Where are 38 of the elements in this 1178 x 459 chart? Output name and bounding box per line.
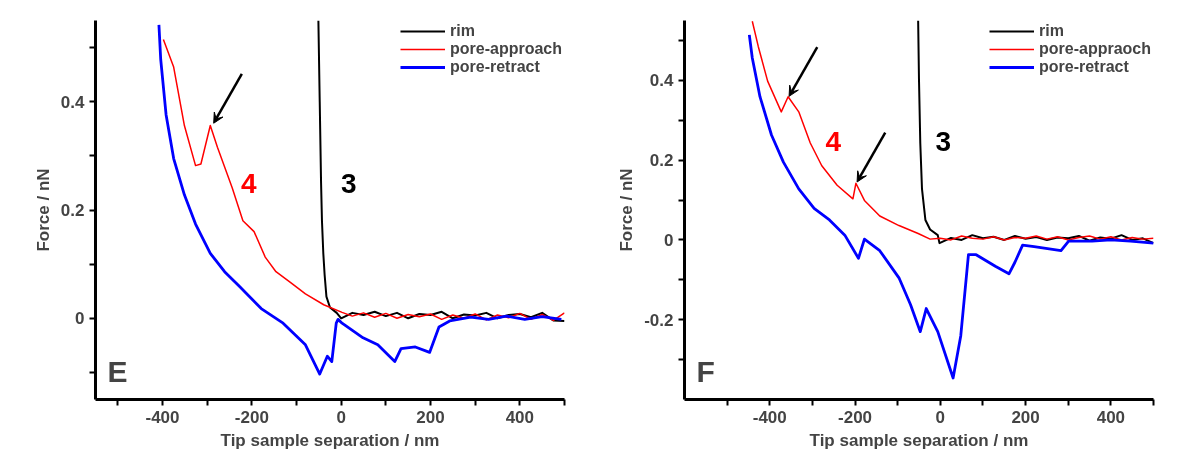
x-axis-title: Tip sample separation / nm [809, 430, 1029, 450]
y-tick-label: 0.4 [60, 92, 86, 112]
y-axis-title: Force / nN [617, 168, 637, 252]
line-series [751, 20, 1154, 241]
x-tick-label: -400 [145, 407, 180, 427]
line-series [157, 23, 563, 376]
legend-label: rim [1038, 22, 1064, 40]
line-series [162, 38, 565, 322]
legend-label: pore-approach [449, 40, 562, 58]
y-tick-label: 0.2 [60, 201, 85, 220]
legend-label: rim [449, 22, 475, 40]
annotation: 4 [241, 167, 258, 199]
annotation: 3 [935, 126, 952, 158]
x-tick-label: 400 [1096, 407, 1126, 427]
legend-label: pore-appraoch [1038, 40, 1151, 58]
annotation: E [107, 354, 128, 388]
line-series [317, 20, 565, 322]
legend-label: pore-retract [449, 58, 540, 76]
y-tick-label: 0 [664, 230, 674, 250]
y-tick-label: -0.2 [644, 310, 674, 330]
annotation: 3 [340, 167, 357, 199]
x-tick-label: -400 [752, 407, 787, 427]
y-tick-label: 0.4 [649, 71, 675, 91]
y-tick-label: 0 [75, 309, 85, 329]
legend-label: pore-retract [1038, 58, 1129, 76]
x-tick-label: -200 [234, 407, 269, 427]
x-tick-label: -200 [838, 407, 873, 427]
x-tick-label: 0 [935, 407, 946, 427]
x-tick-label: 400 [505, 407, 535, 427]
x-tick-label: 200 [1011, 407, 1040, 427]
annotation: 4 [825, 126, 842, 158]
x-tick-label: 200 [416, 407, 445, 427]
x-tick-label: 0 [336, 407, 346, 427]
y-axis-title: Force / nN [33, 168, 53, 252]
line-series [917, 20, 1154, 245]
x-axis-title: Tip sample separation / nm [220, 430, 440, 450]
y-tick-label: 0.2 [649, 151, 674, 171]
annotation: F [696, 354, 715, 388]
